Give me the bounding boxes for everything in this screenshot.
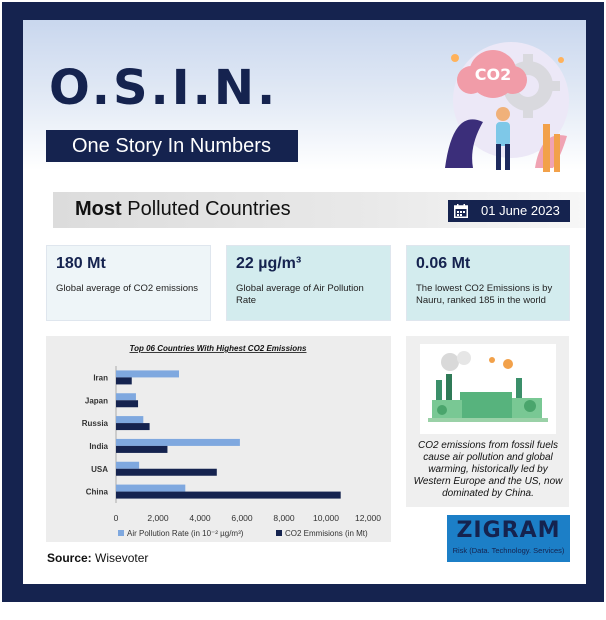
info-box: CO2 emissions from fossil fuels cause ai…	[406, 336, 569, 507]
source-note: Source: Wisevoter	[47, 551, 148, 565]
chimney-icon	[436, 380, 442, 416]
bar-india-co2	[116, 445, 168, 453]
stat-description: Global average of Air Pollution Rate	[236, 283, 364, 306]
stat-card-lowest-emission: 0.06 Mt The lowest CO2 Emissions is by N…	[406, 245, 570, 321]
smoke-dot	[451, 54, 459, 62]
x-tick-label: 4,000	[189, 513, 211, 523]
x-tick-label: 0	[114, 513, 119, 523]
legend-swatch-co2	[276, 530, 282, 536]
section-title-bold: Most	[75, 198, 122, 220]
bar-japan-co2	[116, 400, 139, 408]
y-tick-label: Iran	[93, 373, 108, 382]
bar-usa-air-pollution	[116, 461, 140, 469]
y-tick-label: USA	[91, 465, 108, 474]
x-tick-label: 2,000	[147, 513, 169, 523]
bar-iran-air-pollution	[116, 370, 179, 378]
date-badge: 01 June 2023	[448, 200, 570, 222]
sun-icon	[503, 359, 513, 369]
infographic-panel: O.S.I.N. One Story In Numbers CO2 Most P…	[23, 20, 586, 584]
y-tick-label: China	[86, 488, 109, 497]
calendar-icon	[454, 204, 468, 218]
smoke-cloud-icon	[457, 351, 471, 365]
source-value: Wisevoter	[95, 551, 149, 565]
bar-china-co2	[116, 491, 341, 499]
y-tick-label: Russia	[82, 419, 109, 428]
bar-russia-co2	[116, 423, 150, 431]
ground-icon	[428, 418, 548, 422]
legend-swatch-air-pollution	[118, 530, 124, 536]
tagline: One Story In Numbers	[46, 130, 298, 162]
x-tick-label: 12,000	[355, 513, 381, 523]
stat-value: 22 µg/m³	[236, 255, 302, 272]
bar-chart: Top 06 Countries With Highest CO2 Emissi…	[46, 336, 391, 542]
section-title: Most Polluted Countries	[75, 198, 291, 221]
zigram-logo: ZIGRAM Risk (Data. Technology. Services)	[447, 515, 570, 562]
factory-illustration	[420, 344, 556, 434]
legend-label-co2: CO2 Emmisions (in Mt)	[285, 529, 368, 538]
zigram-name: ZIGRAM	[456, 518, 561, 543]
bar-india-air-pollution	[116, 438, 240, 446]
stat-value: 0.06 Mt	[416, 255, 471, 272]
co2-illustration: CO2	[445, 42, 569, 172]
legend-label-air-pollution: Air Pollution Rate (in 10⁻² µg/m³)	[127, 529, 244, 538]
stat-card-co2-average: 180 Mt Global average of CO2 emissions	[46, 245, 211, 321]
tree-icon	[524, 400, 536, 412]
bar-russia-air-pollution	[116, 416, 144, 424]
chimney-icon	[543, 124, 550, 172]
section-title-rest: Polluted Countries	[127, 198, 291, 220]
chimney-icon	[446, 374, 452, 416]
date-text: 01 June 2023	[481, 203, 560, 218]
factory-icon	[460, 392, 512, 418]
smoke-cloud-icon	[441, 353, 459, 371]
bar-japan-air-pollution	[116, 393, 136, 401]
y-tick-label: India	[89, 442, 108, 451]
chart-title: Top 06 Countries With Highest CO2 Emissi…	[130, 344, 308, 353]
co2-badge: CO2	[475, 65, 511, 84]
person-icon	[496, 107, 510, 170]
bar-usa-co2	[116, 468, 217, 476]
source-label: Source:	[47, 551, 92, 565]
osin-logo: O.S.I.N.	[49, 60, 279, 116]
bar-china-air-pollution	[116, 484, 186, 492]
chart-canvas: Top 06 Countries With Highest CO2 Emissi…	[82, 344, 382, 538]
cloud-icon	[457, 50, 527, 98]
x-tick-label: 10,000	[313, 513, 339, 523]
leaf-icon	[445, 119, 483, 168]
stat-card-air-pollution: 22 µg/m³ Global average of Air Pollution…	[226, 245, 391, 321]
y-tick-label: Japan	[85, 396, 108, 405]
smoke-dot	[558, 57, 564, 63]
stat-value: 180 Mt	[56, 255, 106, 272]
tree-icon	[437, 405, 447, 415]
info-text: CO2 emissions from fossil fuels cause ai…	[413, 440, 563, 499]
x-tick-label: 8,000	[273, 513, 295, 523]
x-tick-label: 6,000	[231, 513, 253, 523]
chimney-icon	[516, 378, 522, 416]
stat-description: Global average of CO2 emissions	[56, 283, 199, 294]
zigram-tagline: Risk (Data. Technology. Services)	[452, 546, 565, 555]
chimney-icon	[554, 134, 560, 172]
stat-description: The lowest CO2 Emissions is by Nauru, ra…	[416, 283, 553, 306]
factory-icon	[432, 400, 462, 418]
sun-icon	[489, 357, 495, 363]
bar-iran-co2	[116, 377, 132, 385]
